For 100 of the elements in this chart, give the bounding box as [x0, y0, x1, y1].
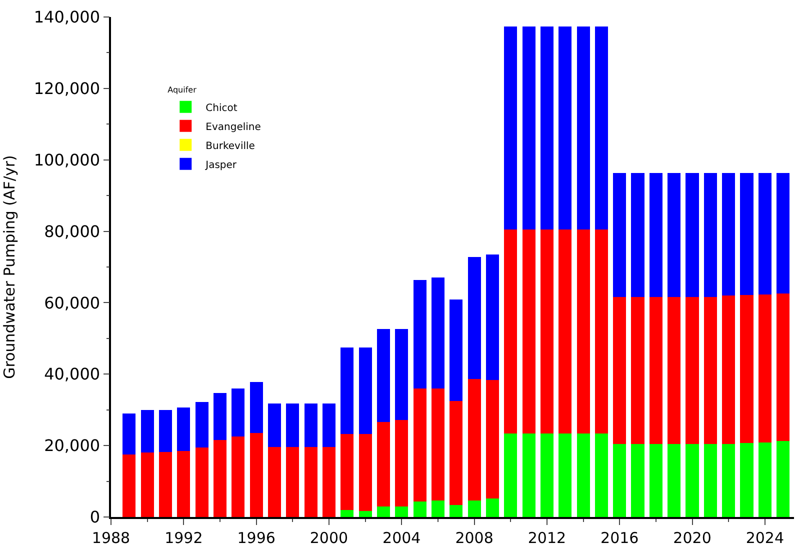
bar	[122, 454, 136, 517]
bar	[376, 328, 390, 422]
bar	[268, 447, 282, 517]
bar	[631, 297, 644, 444]
bar	[558, 230, 572, 434]
x-tick-label: 2000	[310, 528, 348, 547]
x-tick-label: 1992	[164, 528, 203, 547]
bar	[358, 348, 372, 434]
y-tick-label: 60,000	[44, 293, 100, 312]
bar	[504, 230, 518, 434]
bar	[704, 173, 717, 297]
bar	[594, 230, 608, 434]
x-tick-label: 1996	[237, 528, 276, 547]
bar	[376, 422, 390, 507]
y-tick-label: 20,000	[44, 436, 100, 456]
bar	[232, 436, 245, 517]
bar	[322, 447, 336, 517]
bar	[413, 280, 426, 388]
bar	[122, 413, 136, 454]
bar	[704, 444, 717, 517]
bar	[504, 26, 518, 230]
bar	[177, 450, 190, 517]
bar	[668, 173, 681, 297]
x-tick-label: 2004	[382, 528, 421, 547]
bar	[358, 510, 372, 517]
bar	[576, 26, 590, 230]
bar	[576, 230, 590, 434]
bar	[613, 297, 626, 444]
bar	[776, 173, 790, 294]
x-tick-label: 2008	[455, 528, 494, 547]
y-axis-title: Groundwater Pumping (AF/yr)	[0, 155, 19, 379]
bar	[450, 400, 463, 505]
bar	[286, 447, 300, 517]
bar	[722, 444, 736, 517]
bar	[686, 173, 699, 297]
x-tick-label: 1988	[92, 528, 130, 547]
bar	[195, 448, 208, 517]
bar	[776, 440, 790, 517]
bar	[213, 440, 227, 517]
y-tick-label: 140,000	[34, 8, 100, 27]
bar	[376, 506, 390, 517]
bar	[686, 297, 699, 444]
bar	[613, 444, 626, 517]
y-tick-label: 0	[90, 508, 100, 527]
bar	[740, 295, 754, 444]
bar	[758, 294, 772, 442]
bar	[522, 230, 536, 434]
bar	[413, 501, 426, 517]
bar	[486, 380, 499, 498]
y-tick-label: 80,000	[44, 222, 100, 241]
bar	[450, 300, 463, 401]
bar	[594, 26, 608, 230]
y-tick-label: 100,000	[34, 150, 100, 170]
bar	[486, 498, 499, 517]
bar	[558, 433, 572, 517]
bar	[668, 297, 681, 444]
x-tick-label: 2012	[528, 528, 566, 547]
bar	[340, 510, 354, 517]
y-tick-label: 40,000	[44, 364, 100, 384]
bar	[649, 297, 662, 444]
legend-label: Burkeville	[206, 140, 255, 152]
x-tick-label: 2020	[673, 528, 712, 547]
bar	[250, 433, 263, 517]
bar	[468, 500, 481, 517]
bar	[158, 452, 172, 517]
bar	[776, 293, 790, 441]
bar	[413, 388, 426, 502]
bar	[304, 403, 318, 447]
bar	[686, 444, 699, 517]
bar	[758, 442, 772, 517]
bar	[594, 433, 608, 517]
bar	[522, 433, 536, 517]
bar	[758, 173, 772, 294]
bar	[631, 444, 644, 517]
y-tick-label: 120,000	[34, 79, 100, 98]
bar	[649, 173, 662, 297]
bar	[468, 379, 481, 501]
bar	[613, 173, 626, 297]
bar	[395, 506, 408, 517]
bar	[195, 402, 208, 448]
legend-label: Evangeline	[206, 122, 261, 133]
bar	[140, 452, 154, 517]
bar	[213, 393, 227, 440]
bar	[322, 403, 336, 447]
bar	[631, 173, 644, 297]
bar	[740, 443, 754, 517]
legend-label: Chicot	[206, 102, 238, 114]
bar	[140, 410, 154, 453]
bar	[158, 410, 172, 452]
bar	[540, 433, 554, 517]
bar	[558, 26, 572, 230]
bar	[268, 403, 282, 447]
bar	[177, 408, 190, 451]
bar	[395, 420, 408, 507]
x-tick-label: 2016	[600, 528, 639, 547]
bar	[340, 434, 354, 510]
bar	[250, 382, 263, 434]
x-tick-label: 2024	[746, 528, 784, 547]
bar	[576, 433, 590, 517]
bar	[431, 500, 445, 517]
